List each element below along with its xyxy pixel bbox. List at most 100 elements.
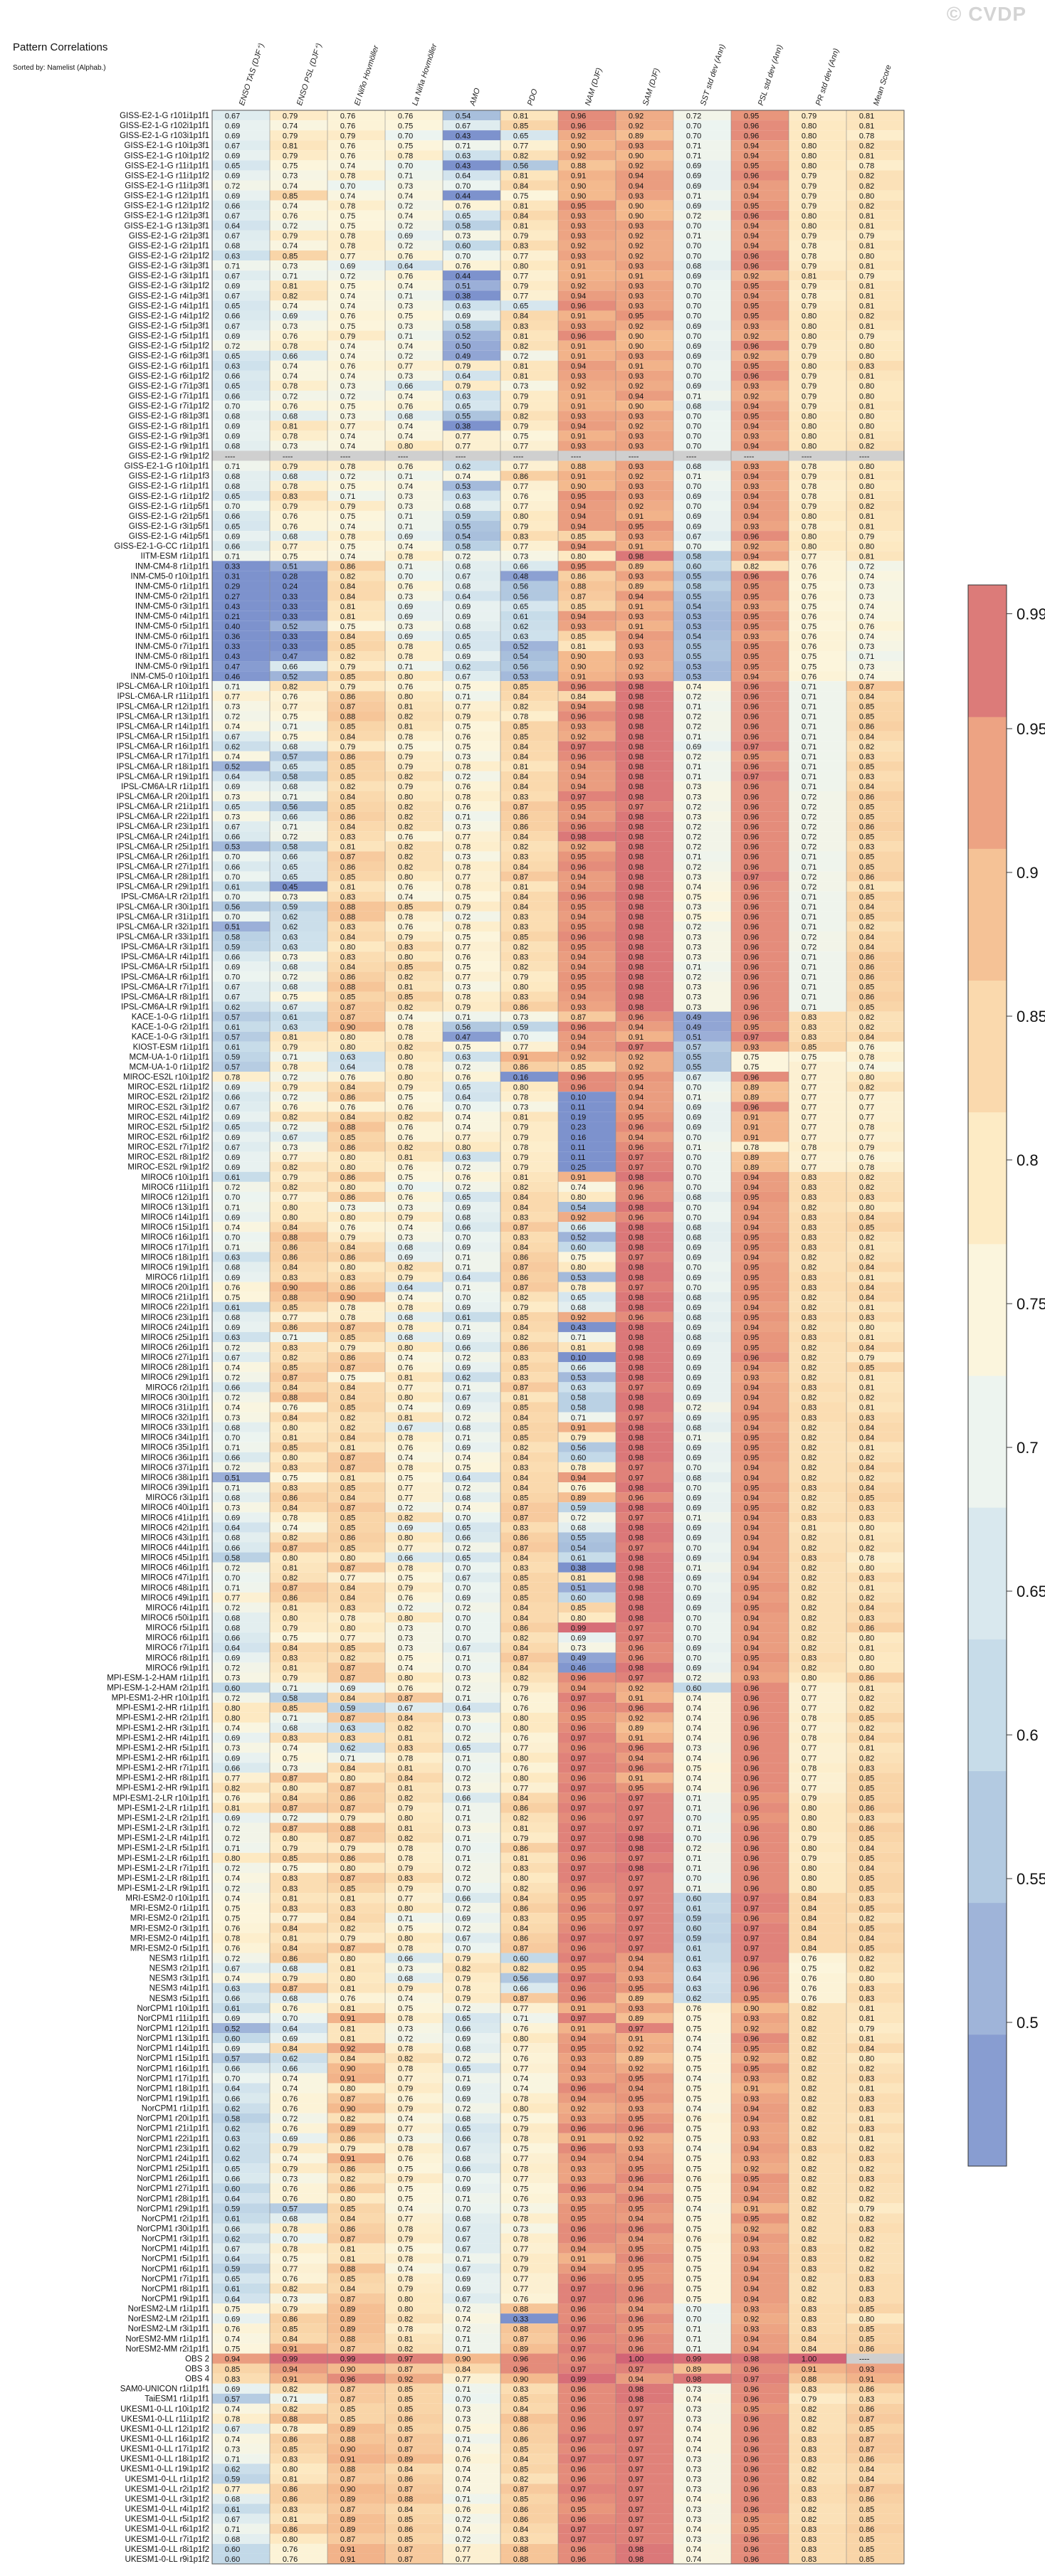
cell-value: 0.71	[802, 863, 816, 872]
cell-value: 0.55	[686, 643, 701, 651]
cell-value: 0.53	[225, 843, 240, 852]
cell-value: 0.83	[513, 1213, 528, 1222]
cell-value: 0.78	[340, 1304, 355, 1312]
heatmap-cell	[212, 1222, 270, 1232]
cell-value: 0.74	[686, 2044, 701, 2053]
heatmap-cell	[673, 1742, 731, 1753]
row-label: MIROC6 r39i1p1f1	[141, 1484, 209, 1492]
cell-value: 0.56	[225, 903, 240, 912]
cell-value: 0.25	[571, 1163, 586, 1172]
cell-value: 0.80	[283, 1835, 298, 1843]
cell-value: 0.60	[513, 1955, 528, 1963]
cell-value: 0.87	[571, 593, 586, 601]
heatmap-cell	[673, 521, 731, 532]
cell-value: 0.82	[859, 1754, 874, 1763]
heatmap-cell	[385, 270, 443, 281]
cell-value: 0.74	[686, 2034, 701, 2043]
heatmap-cell	[385, 160, 443, 171]
heatmap-cell	[558, 2083, 616, 2094]
cell-value: 0.16	[513, 1073, 528, 1082]
heatmap-cell	[270, 340, 327, 351]
cell-value: 0.63	[456, 492, 471, 501]
heatmap-cell	[789, 871, 846, 882]
heatmap-cell	[500, 1832, 558, 1843]
heatmap-cell	[558, 1202, 616, 1213]
cell-value: 0.74	[225, 1404, 240, 1413]
cell-value: 0.38	[571, 1564, 586, 1573]
cell-value: 0.53	[571, 1374, 586, 1383]
cell-value: 0.63	[340, 1724, 355, 1733]
cell-value: 0.61	[225, 1173, 240, 1182]
heatmap-cell	[616, 190, 673, 201]
heatmap-cell	[270, 1072, 327, 1082]
heatmap-cell	[731, 1171, 789, 1182]
heatmap-cell	[270, 1662, 327, 1673]
row-label: MIROC6 r17i1p1f1	[141, 1243, 209, 1252]
heatmap-cell	[443, 1522, 500, 1533]
cell-value: 0.69	[225, 1163, 240, 1172]
cell-value: 0.93	[629, 262, 644, 270]
heatmap-cell	[846, 1592, 904, 1603]
cell-value: 0.71	[802, 953, 816, 961]
heatmap-cell	[731, 360, 789, 371]
cell-value: 0.98	[629, 1504, 644, 1512]
cell-value: 0.86	[283, 1494, 298, 1502]
cell-value: 0.79	[398, 1213, 413, 1222]
cell-value: 0.66	[456, 1344, 471, 1352]
cell-value: 0.83	[802, 1284, 816, 1292]
cell-value: 0.95	[744, 1584, 759, 1593]
heatmap-cell	[327, 2093, 385, 2103]
cell-value: 0.96	[571, 122, 586, 130]
cell-value: 0.51	[283, 563, 298, 571]
cell-value: 0.69	[686, 1454, 701, 1462]
heatmap-cell	[385, 801, 443, 812]
cell-value: 0.69	[225, 1654, 240, 1663]
heatmap-cell	[443, 921, 500, 932]
heatmap-cell	[731, 1041, 789, 1052]
cell-value: 0.85	[283, 1444, 298, 1452]
cell-value: 0.69	[686, 182, 701, 191]
cell-value: 0.97	[571, 1975, 586, 1983]
row-label: MPI-ESM1-2-HR r6i1p1f1	[116, 1754, 209, 1763]
heatmap-cell	[616, 2053, 673, 2064]
cell-value: 0.90	[629, 152, 644, 161]
cell-value: 0.80	[571, 1614, 586, 1622]
heatmap-cell	[558, 1502, 616, 1513]
heatmap-cell	[443, 1562, 500, 1573]
cell-value: 0.66	[225, 833, 240, 842]
heatmap-cell	[443, 1763, 500, 1773]
heatmap-cell	[500, 961, 558, 972]
heatmap-cell	[443, 1321, 500, 1332]
heatmap-cell	[385, 601, 443, 611]
cell-value: 0.95	[744, 1484, 759, 1492]
cell-value: 0.80	[398, 1394, 413, 1403]
cell-value: 0.97	[629, 1925, 644, 1933]
cell-value: 0.78	[283, 433, 298, 441]
heatmap-cell	[731, 1412, 789, 1422]
cell-value: 0.81	[571, 1344, 586, 1352]
heatmap-cell	[270, 1141, 327, 1152]
heatmap-cell	[212, 1662, 270, 1673]
cell-value: 0.91	[629, 2034, 644, 2043]
cell-value: 0.74	[225, 1874, 240, 1883]
cell-value: 0.71	[802, 853, 816, 862]
heatmap-cell	[616, 1622, 673, 1633]
cell-value: 0.93	[629, 482, 644, 491]
heatmap-cell	[673, 1242, 731, 1252]
heatmap-cell	[385, 2043, 443, 2054]
heatmap-cell	[846, 630, 904, 641]
cell-value: 0.69	[225, 532, 240, 541]
cell-value: 0.84	[859, 1484, 874, 1492]
cell-value: 0.85	[398, 993, 413, 1002]
cell-value: 0.79	[456, 382, 471, 391]
cell-value: 0.85	[513, 1594, 528, 1603]
cell-value: 0.70	[686, 1284, 701, 1292]
cell-value: 0.74	[686, 1774, 701, 1783]
heatmap-cell	[673, 440, 731, 451]
heatmap-cell	[789, 120, 846, 131]
cell-value: 0.75	[283, 552, 298, 561]
cell-value: 0.67	[398, 1704, 413, 1713]
heatmap-cell	[443, 1011, 500, 1022]
cell-value: 0.98	[629, 793, 644, 801]
heatmap-cell	[212, 1602, 270, 1613]
